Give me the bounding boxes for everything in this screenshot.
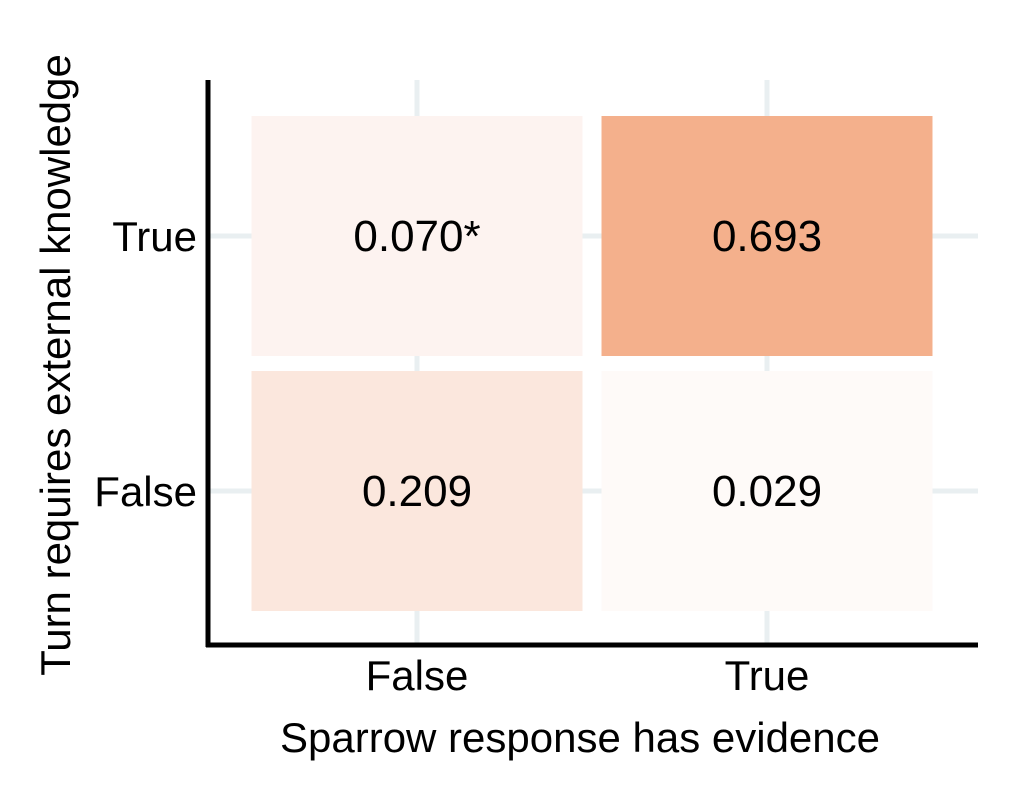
- heatmap-cell-false-false: [251, 371, 583, 611]
- cell-value-label: 0.029: [712, 467, 822, 516]
- tick-labels: False True True False: [94, 213, 809, 699]
- y-tick-label: False: [94, 468, 197, 515]
- y-tick-label: True: [112, 213, 197, 260]
- y-axis-label: Turn requires external knowledge: [32, 54, 79, 676]
- heatmap-cells: 0.070* 0.693 0.209 0.029: [251, 116, 933, 611]
- x-tick-label: True: [725, 652, 810, 699]
- x-tick-label: False: [366, 652, 469, 699]
- heatmap-cell-true-false: [601, 371, 933, 611]
- x-axis-label: Sparrow response has evidence: [280, 714, 880, 761]
- heatmap-cell-false-true: [251, 116, 583, 356]
- heatmap-cell-true-true: [601, 116, 933, 356]
- cell-value-label: 0.070*: [353, 212, 480, 261]
- cell-value-label: 0.693: [712, 212, 822, 261]
- cell-value-label: 0.209: [362, 467, 472, 516]
